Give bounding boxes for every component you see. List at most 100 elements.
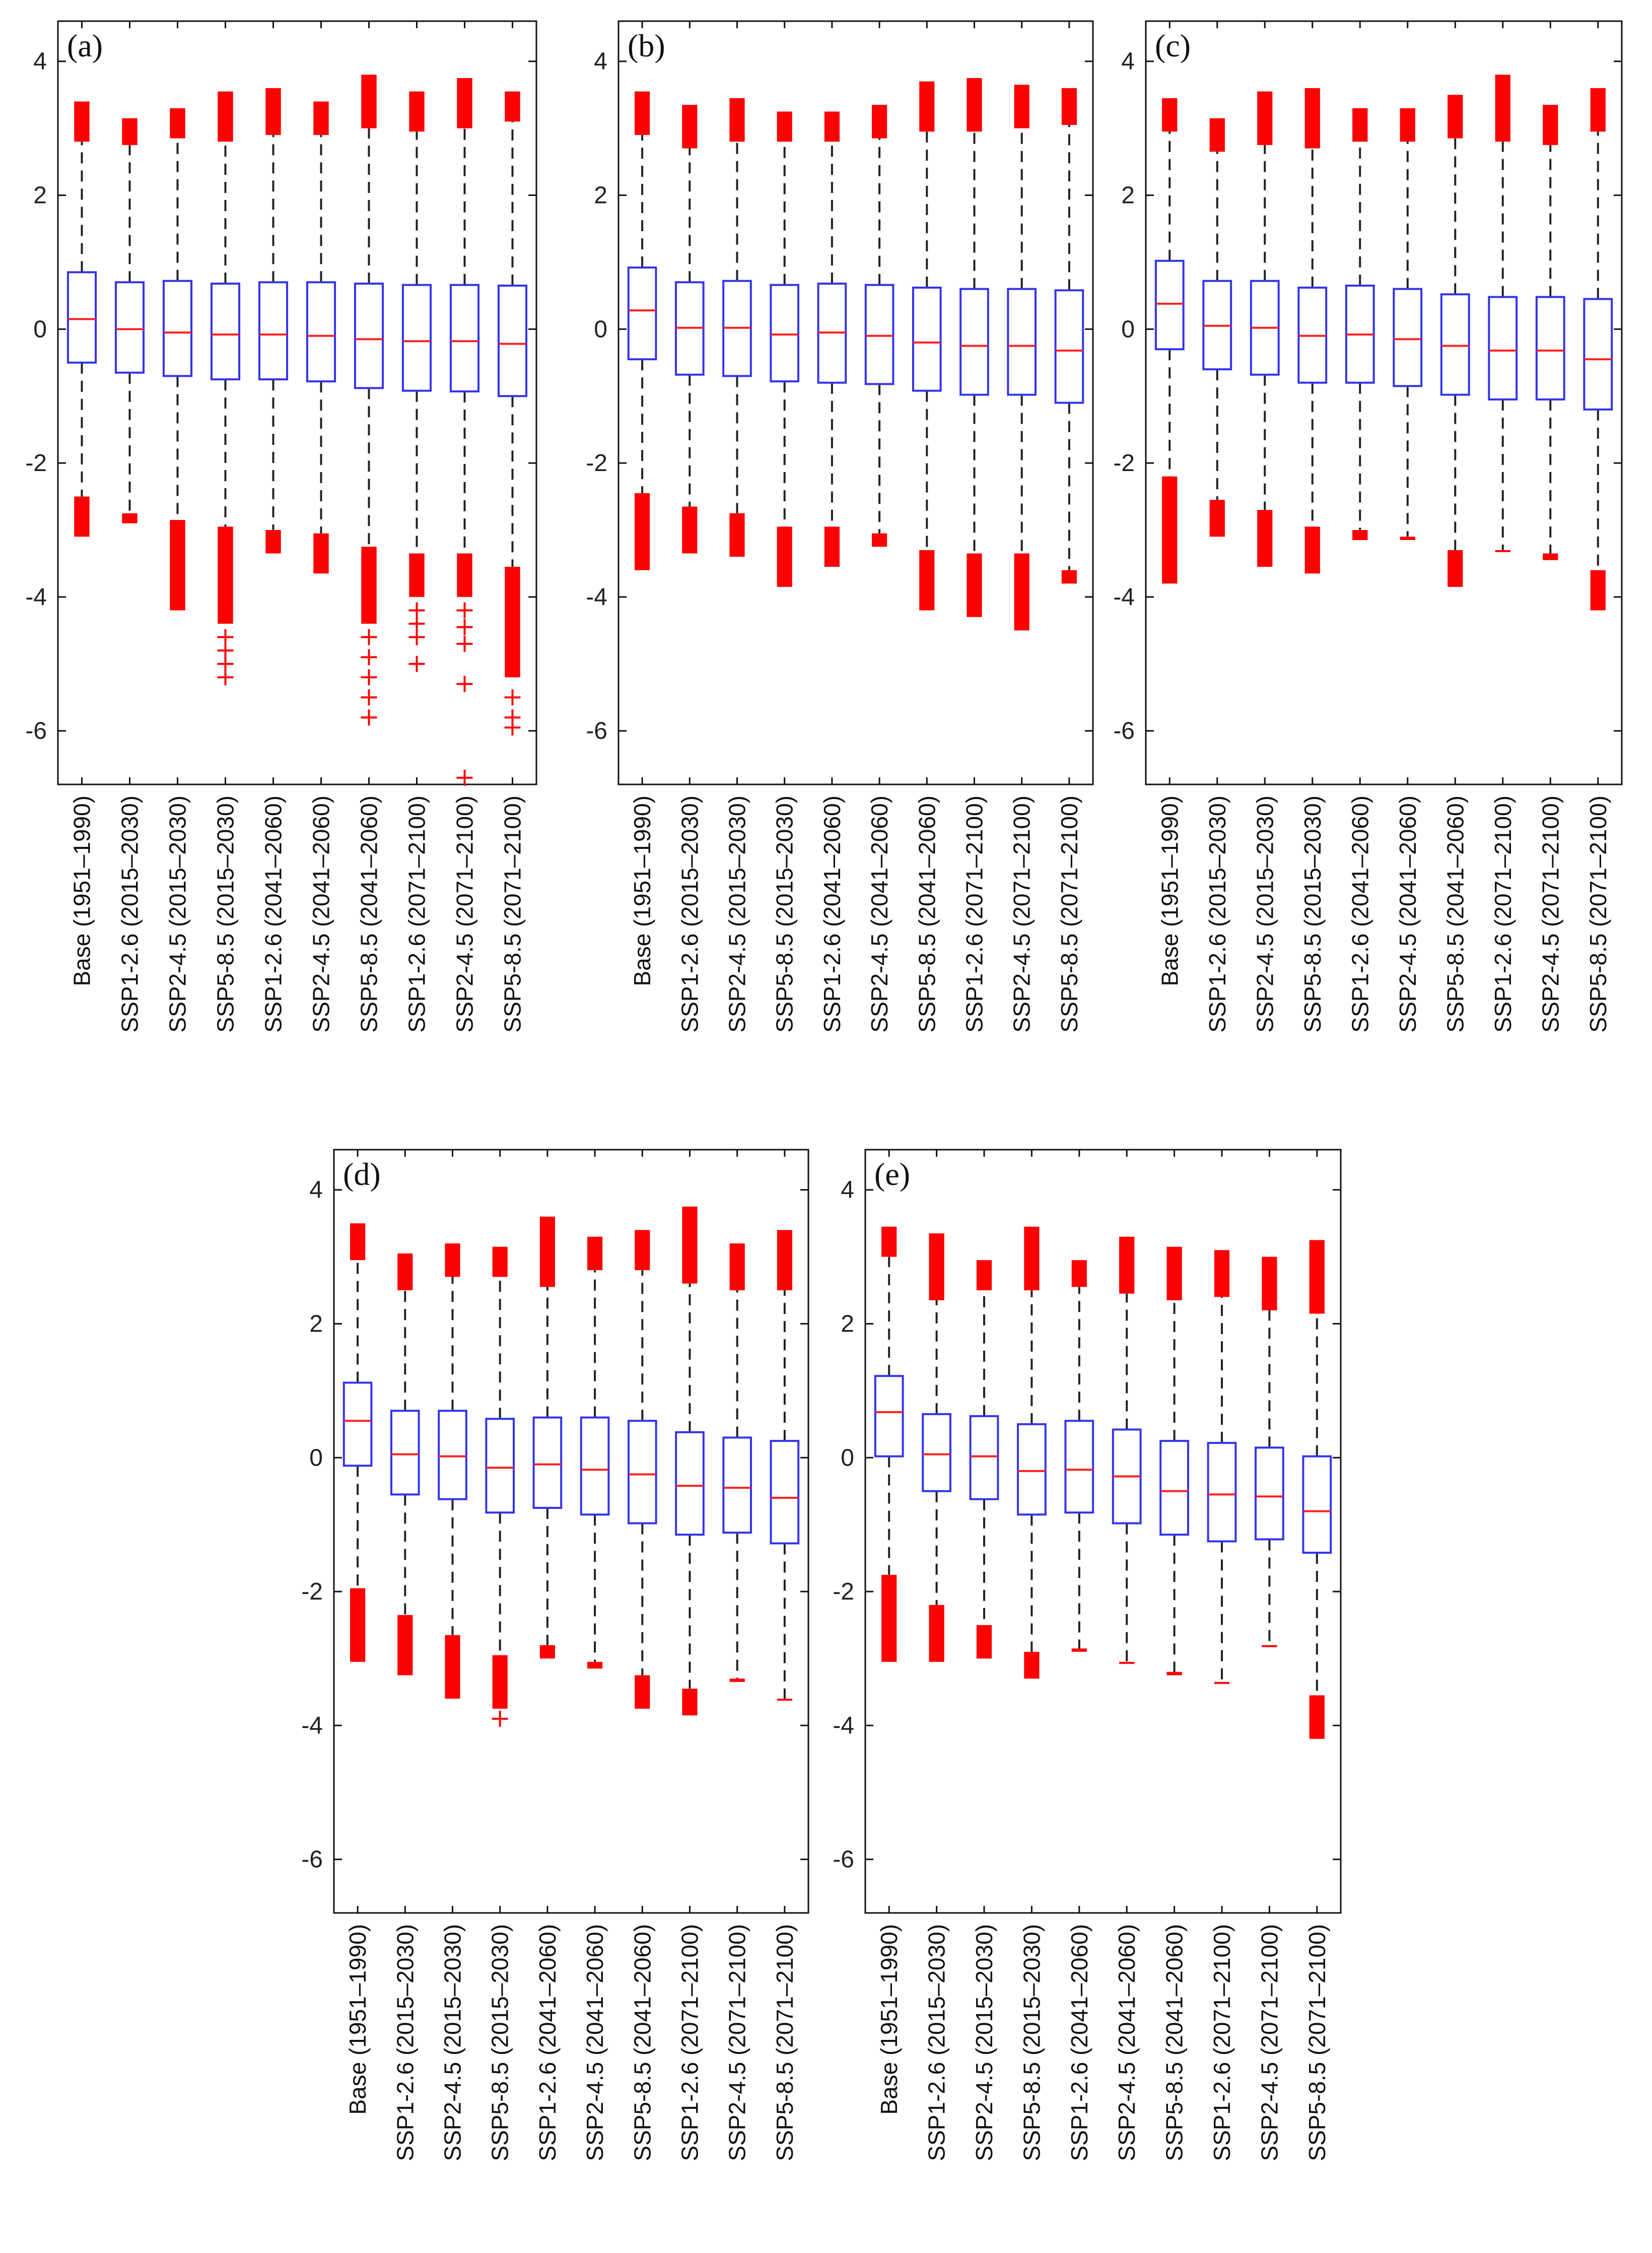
outliers-low <box>824 526 840 567</box>
box-4: SSP5-8.5 (2015–2030) <box>1297 21 1328 1033</box>
box-7: SSP5-8.5 (2041–2060) <box>354 21 384 1033</box>
outliers-high <box>1448 95 1463 139</box>
panel-label: (c) <box>1155 28 1191 63</box>
outlier-mark <box>361 629 377 645</box>
outliers-low <box>74 496 90 537</box>
outliers-low <box>1166 1672 1182 1676</box>
outliers-high <box>919 81 935 132</box>
outliers-low <box>457 553 472 597</box>
outliers-high <box>1590 88 1606 132</box>
y-tick-label: -6 <box>586 718 607 745</box>
outliers-high <box>1304 88 1320 149</box>
outliers-high <box>682 1206 698 1284</box>
outlier-mark <box>361 709 377 726</box>
y-tick-label: 4 <box>1121 48 1135 75</box>
category-label: SSP5-8.5 (2015–2030) <box>772 796 798 1033</box>
category-label: SSP2-4.5 (2015–2030) <box>440 1924 466 2161</box>
category-label: Base (1951–1990) <box>1156 796 1183 986</box>
outliers-high <box>74 101 90 142</box>
panel-label: (e) <box>874 1156 910 1192</box>
box-4: SSP5-8.5 (2015–2030) <box>485 1150 515 2161</box>
iqr-box <box>1159 1440 1189 1536</box>
outliers-high <box>1071 1260 1087 1287</box>
category-label: SSP1-2.6 (2015–2030) <box>924 1924 950 2161</box>
y-tick-label: 4 <box>841 1177 854 1204</box>
category-label: SSP5-8.5 (2041–2060) <box>629 1924 655 2161</box>
outliers-high <box>122 118 137 145</box>
outlier-mark <box>456 635 473 652</box>
category-label: SSP1-2.6 (2015–2030) <box>117 796 143 1033</box>
outliers-low <box>1495 550 1510 552</box>
y-tick-label: -2 <box>833 1578 854 1605</box>
y-tick-label: -2 <box>1113 450 1135 477</box>
outliers-high <box>265 88 281 135</box>
outliers-low <box>1014 553 1029 631</box>
box-8: SSP1-2.6 (2071–2100) <box>401 21 432 1033</box>
iqr-box <box>306 281 336 382</box>
outlier-mark <box>456 619 473 635</box>
outliers-low <box>1309 1695 1325 1739</box>
outliers-low <box>929 1605 944 1662</box>
iqr-box <box>401 284 432 392</box>
outlier-mark <box>504 689 521 706</box>
outliers-high <box>635 1230 650 1271</box>
category-label: SSP5-8.5 (2041–2060) <box>914 796 940 1033</box>
iqr-box <box>114 281 145 374</box>
outliers-high <box>872 105 887 139</box>
box-10: SSP5-8.5 (2071–2100) <box>1583 21 1613 1033</box>
iqr-box <box>258 281 289 380</box>
y-tick-label: 2 <box>841 1311 854 1338</box>
box-5: SSP1-2.6 (2041–2060) <box>532 1150 563 2161</box>
outliers-high <box>397 1253 413 1291</box>
category-label: SSP1-2.6 (2015–2030) <box>1204 796 1230 1033</box>
box-9: SSP2-4.5 (2071–2100) <box>1007 21 1037 1033</box>
category-label: SSP5-8.5 (2015–2030) <box>1018 1924 1045 2161</box>
box-9: SSP2-4.5 (2071–2100) <box>1255 1150 1284 2161</box>
plot-frame <box>333 1149 809 1914</box>
outliers-high <box>1166 1246 1182 1301</box>
outliers-high <box>361 75 377 128</box>
box-6: SSP2-4.5 (2041–2060) <box>1112 1150 1142 2161</box>
iqr-box <box>1255 1446 1284 1541</box>
outliers-low <box>1304 526 1320 574</box>
outliers-low <box>919 550 935 611</box>
outliers-high <box>1309 1240 1325 1314</box>
category-label: SSP2-4.5 (2071–2100) <box>724 1924 750 2161</box>
box-1: Base (1951–1990) <box>874 1150 904 2115</box>
outliers-low <box>539 1645 555 1659</box>
iqr-box <box>1583 298 1613 411</box>
outliers-low <box>881 1574 897 1662</box>
category-label: SSP2-4.5 (2041–2060) <box>1114 1924 1140 2161</box>
iqr-box <box>1535 296 1565 401</box>
y-tick-label: 2 <box>594 182 607 209</box>
y-tick-label: -6 <box>833 1846 854 1873</box>
box-2: SSP1-2.6 (2015–2030) <box>674 21 705 1033</box>
y-tick-label: 0 <box>309 1444 323 1471</box>
iqr-box <box>969 1415 999 1500</box>
plot-frame <box>864 1149 1342 1914</box>
y-tick-label: 0 <box>33 316 47 343</box>
outlier-mark <box>492 1710 508 1727</box>
box-5: SSP1-2.6 (2041–2060) <box>258 21 289 1033</box>
y-tick-label: -6 <box>1113 718 1135 745</box>
category-label: Base (1951–1990) <box>345 1924 371 2115</box>
y-tick-label: -2 <box>301 1578 323 1605</box>
outliers-low <box>1071 1648 1087 1652</box>
box-8: SSP1-2.6 (2071–2100) <box>1207 1150 1237 2161</box>
outliers-high <box>635 91 650 135</box>
outliers-high <box>505 91 520 122</box>
outliers-low <box>967 553 982 617</box>
outlier-mark <box>504 719 521 736</box>
outliers-high <box>1214 1250 1230 1297</box>
outliers-high <box>409 91 425 132</box>
box-4: SSP5-8.5 (2015–2030) <box>1017 1150 1047 2161</box>
iqr-box <box>210 282 241 380</box>
outliers-high <box>539 1216 555 1287</box>
iqr-box <box>874 1375 904 1457</box>
category-label: SSP2-4.5 (2071–2100) <box>452 796 478 1033</box>
outliers-high <box>729 1243 745 1291</box>
iqr-box <box>912 286 942 392</box>
outliers-high <box>729 98 745 142</box>
outliers-high <box>587 1236 603 1271</box>
y-tick-label: -4 <box>1113 584 1135 611</box>
